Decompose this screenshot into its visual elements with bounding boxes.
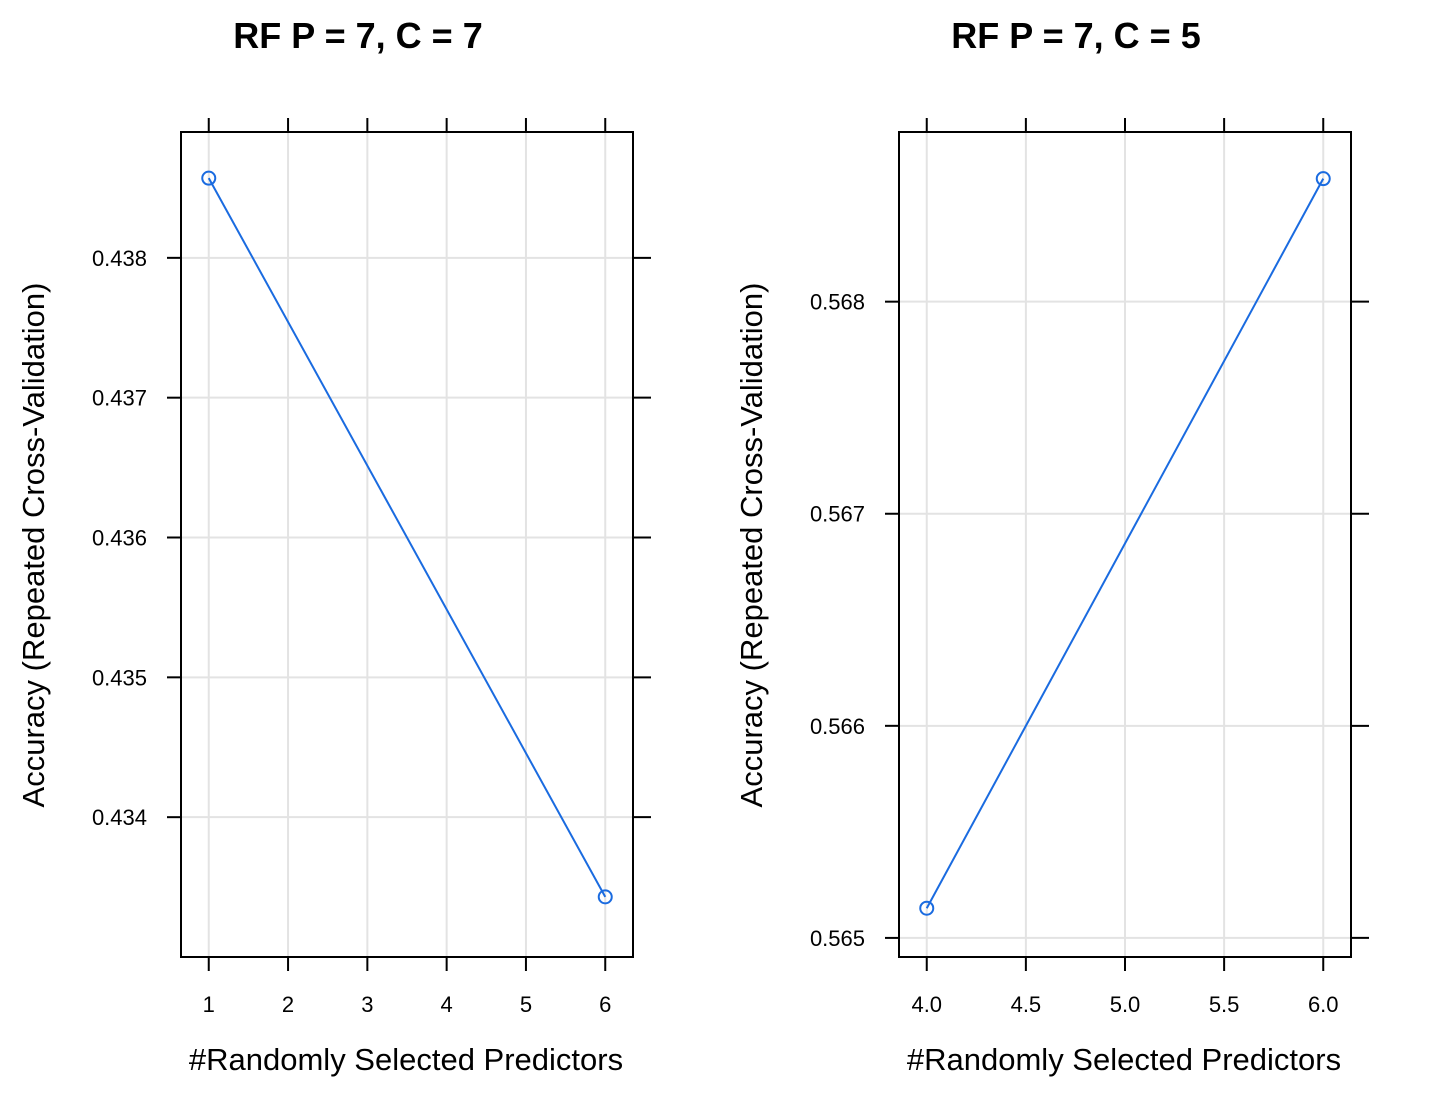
y-tick-label: 0.438 (92, 246, 147, 271)
x-tick-label: 4.5 (1011, 992, 1042, 1017)
plot-frame (898, 131, 1352, 958)
data-point (919, 900, 935, 916)
x-tick-label: 4 (441, 992, 453, 1017)
panel-left: RF P = 7, C = 7 #Randomly Selected Predi… (16, 15, 651, 1077)
y-tick-label: 0.436 (92, 526, 147, 551)
tick-labels: 4.0 4.5 5.0 5.5 6.0 0.565 0.566 0.567 0.568 (810, 290, 1339, 1017)
y-axis-label: Accuracy (Repeated Cross-Validation) (16, 283, 51, 808)
x-tick-label: 6 (599, 992, 611, 1017)
data-point (597, 889, 613, 905)
series-line (207, 177, 607, 898)
chart-title: RF P = 7, C = 5 (951, 15, 1200, 56)
y-tick-label: 0.435 (92, 665, 147, 690)
x-tick-label: 6.0 (1308, 992, 1339, 1017)
panel-right: RF P = 7, C = 5 #Randomly Selected Predi… (734, 15, 1369, 1077)
y-tick-label: 0.566 (810, 714, 865, 739)
y-tick-label: 0.567 (810, 502, 865, 527)
x-axis-label: #Randomly Selected Predictors (907, 1042, 1341, 1077)
chart-title: RF P = 7, C = 7 (233, 15, 482, 56)
x-tick-label: 3 (361, 992, 373, 1017)
x-tick-label: 1 (203, 992, 215, 1017)
series (201, 170, 613, 905)
x-tick-label: 5.0 (1110, 992, 1141, 1017)
y-axis-label: Accuracy (Repeated Cross-Validation) (734, 283, 769, 808)
x-tick-label: 2 (282, 992, 294, 1017)
x-axis-label: #Randomly Selected Predictors (189, 1042, 623, 1077)
y-tick-label: 0.565 (810, 926, 865, 951)
y-tick-label: 0.434 (92, 805, 147, 830)
series-line (925, 178, 1325, 909)
x-tick-label: 5.5 (1209, 992, 1240, 1017)
data-point (1315, 171, 1331, 187)
plot-frame (180, 131, 634, 958)
ticks (885, 118, 1369, 971)
grid-lines (181, 132, 633, 957)
x-tick-label: 4.0 (911, 992, 942, 1017)
y-tick-label: 0.437 (92, 386, 147, 411)
y-tick-label: 0.568 (810, 290, 865, 315)
tick-labels: 1 2 3 4 5 6 0.434 0.435 0.436 0.437 0.438 (92, 246, 611, 1017)
x-tick-label: 5 (520, 992, 532, 1017)
series (919, 171, 1331, 916)
data-point (201, 170, 217, 186)
ticks (167, 118, 651, 971)
